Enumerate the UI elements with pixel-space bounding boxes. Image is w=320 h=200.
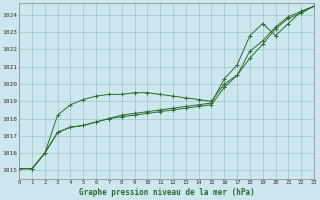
- X-axis label: Graphe pression niveau de la mer (hPa): Graphe pression niveau de la mer (hPa): [79, 188, 254, 197]
